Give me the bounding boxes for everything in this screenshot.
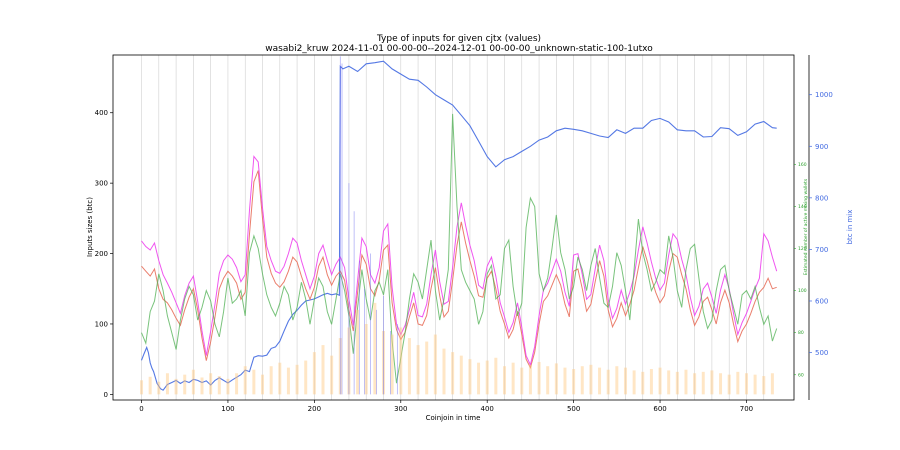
x-tick-label-7: 700 bbox=[740, 405, 753, 413]
y-tick-label-1: 100 bbox=[95, 320, 108, 328]
series-5 bbox=[339, 56, 398, 395]
y-axis-label: Inputs sizes (btc) bbox=[86, 197, 94, 257]
y2-tick-label-1: 80 bbox=[798, 330, 804, 336]
series-layer bbox=[140, 56, 778, 395]
chart-title: Type of inputs for given cjtx (values) bbox=[376, 34, 541, 44]
y2-axis-ticks: 60 80 100 120 140 160 bbox=[794, 162, 807, 378]
x-tick-label-5: 500 bbox=[567, 405, 580, 413]
x-tick-label-4: 400 bbox=[481, 405, 494, 413]
series-0-line bbox=[140, 60, 777, 391]
x-tick-label-3: 300 bbox=[394, 405, 407, 413]
y3-tick-label-2: 700 bbox=[815, 246, 828, 254]
y3-tick-label-5: 1000 bbox=[815, 91, 833, 99]
x-tick-label-1: 100 bbox=[221, 405, 234, 413]
y2-axis-label: Estimated number of active mixing wallet… bbox=[803, 178, 809, 275]
y2-tick-label-3: 120 bbox=[798, 246, 807, 252]
y3-tick-label-1: 600 bbox=[815, 297, 828, 305]
y2-tick-label-4: 140 bbox=[798, 204, 807, 210]
y3-tick-label-3: 800 bbox=[815, 194, 828, 202]
series-4 bbox=[140, 302, 774, 395]
y3-tick-label-0: 500 bbox=[815, 349, 828, 357]
x-tick-label-0: 0 bbox=[139, 405, 143, 413]
y2-tick-label-2: 100 bbox=[798, 288, 807, 294]
y3-tick-label-4: 900 bbox=[815, 143, 828, 151]
x-axis-label: Coinjoin in time bbox=[426, 414, 481, 422]
chart-subtitle: wasabi2_kruw 2024-11-01 00-00-00--2024-1… bbox=[265, 44, 653, 54]
y2-tick-label-0: 60 bbox=[798, 372, 804, 378]
x-tick-label-2: 200 bbox=[308, 405, 321, 413]
y-axis-ticks: 0 100 200 300 400 bbox=[95, 109, 113, 399]
y3-axis-ticks: 500 600 700 800 900 1000 bbox=[809, 91, 833, 357]
vertical-gridlines bbox=[141, 55, 765, 400]
series-2-line bbox=[141, 155, 778, 367]
y-tick-label-2: 200 bbox=[95, 250, 108, 258]
x-axis-ticks: 0 100 200 300 400 500 600 700 bbox=[139, 400, 753, 413]
series-3-line bbox=[141, 113, 778, 384]
y3-axis-label: btc in mix bbox=[846, 210, 854, 245]
plot-frame bbox=[112, 54, 795, 401]
x-tick-label-6: 600 bbox=[653, 405, 666, 413]
y-tick-label-0: 0 bbox=[104, 391, 108, 399]
y-tick-label-3: 300 bbox=[95, 180, 108, 188]
y2-tick-label-5: 160 bbox=[798, 162, 807, 168]
y-tick-label-4: 400 bbox=[95, 109, 108, 117]
